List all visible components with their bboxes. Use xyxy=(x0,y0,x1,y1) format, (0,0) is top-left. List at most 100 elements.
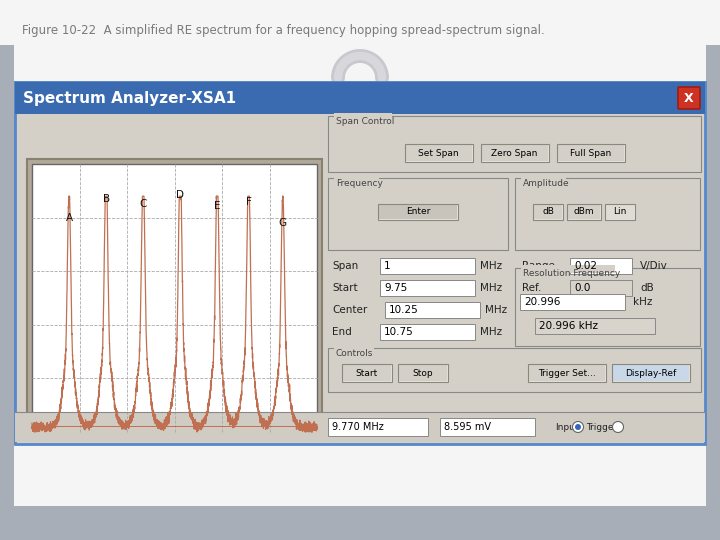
Text: E: E xyxy=(214,201,220,212)
Bar xyxy=(533,204,563,220)
Bar xyxy=(32,164,317,432)
Bar xyxy=(612,364,690,382)
Bar xyxy=(480,144,549,162)
Bar xyxy=(328,348,701,392)
Bar xyxy=(15,82,705,114)
Text: Trigger Set...: Trigger Set... xyxy=(538,368,596,377)
Bar xyxy=(343,365,391,381)
Text: Full Span: Full Span xyxy=(570,148,611,158)
Text: MHz: MHz xyxy=(485,305,507,315)
Bar xyxy=(528,364,606,382)
Bar xyxy=(342,364,392,382)
Bar xyxy=(15,412,705,442)
Bar xyxy=(706,0,720,540)
Bar xyxy=(385,302,480,318)
Text: 1: 1 xyxy=(384,261,391,271)
Bar xyxy=(480,144,549,162)
FancyBboxPatch shape xyxy=(678,87,700,109)
Bar xyxy=(27,159,322,437)
Text: 0.0: 0.0 xyxy=(574,283,590,293)
Bar xyxy=(328,116,701,172)
Bar xyxy=(334,345,374,353)
Text: MHz: MHz xyxy=(480,283,502,293)
Text: 20.996: 20.996 xyxy=(524,297,560,307)
Bar xyxy=(0,506,720,540)
Text: A: A xyxy=(66,213,73,223)
Bar xyxy=(557,144,624,162)
Bar xyxy=(405,145,472,161)
Text: Start: Start xyxy=(332,283,358,293)
Text: Controls: Controls xyxy=(336,349,374,358)
Text: Span: Span xyxy=(332,261,359,271)
Bar xyxy=(380,258,475,274)
Bar xyxy=(334,113,392,121)
FancyBboxPatch shape xyxy=(14,81,706,445)
Bar xyxy=(529,365,605,381)
Text: Figure 10-22  A simplified RE spectrum for a frequency hopping spread-spectrum s: Figure 10-22 A simplified RE spectrum fo… xyxy=(22,24,545,37)
Bar xyxy=(0,0,720,45)
Bar xyxy=(605,204,635,220)
Text: F: F xyxy=(246,197,251,207)
Bar xyxy=(0,0,14,540)
Bar xyxy=(567,204,601,220)
Bar xyxy=(328,178,508,250)
Bar xyxy=(440,418,535,436)
Text: Ref.: Ref. xyxy=(522,283,541,293)
Text: D: D xyxy=(176,190,184,200)
Bar xyxy=(328,418,428,436)
Text: C: C xyxy=(140,199,147,209)
Bar xyxy=(378,204,458,220)
Bar xyxy=(521,265,615,273)
Text: Display-Ref: Display-Ref xyxy=(626,368,677,377)
Bar xyxy=(379,205,457,219)
Text: Start: Start xyxy=(356,368,378,377)
Bar xyxy=(568,205,600,219)
Text: Stop: Stop xyxy=(413,368,433,377)
Text: X: X xyxy=(684,91,694,105)
Bar xyxy=(534,205,562,219)
Text: dBm: dBm xyxy=(574,207,594,217)
Text: dB: dB xyxy=(640,283,654,293)
Text: MHz: MHz xyxy=(480,327,502,337)
Bar xyxy=(334,175,379,183)
Text: 8.595 mV: 8.595 mV xyxy=(444,422,491,432)
Text: Range: Range xyxy=(522,261,555,271)
Text: Zero Span: Zero Span xyxy=(491,148,538,158)
Bar xyxy=(535,318,655,334)
Circle shape xyxy=(575,424,581,430)
Text: G: G xyxy=(279,218,287,228)
Bar xyxy=(605,204,635,220)
Bar xyxy=(398,364,448,382)
Bar xyxy=(528,364,606,382)
Bar xyxy=(520,294,625,310)
Bar xyxy=(567,204,601,220)
Bar xyxy=(612,364,690,382)
Text: 9.770 MHz: 9.770 MHz xyxy=(332,422,384,432)
Text: End: End xyxy=(332,327,352,337)
Text: 10.25: 10.25 xyxy=(389,305,419,315)
Text: Lin: Lin xyxy=(613,207,626,217)
Text: Center: Center xyxy=(332,305,367,315)
Circle shape xyxy=(572,422,583,433)
Text: V/Div: V/Div xyxy=(640,261,667,271)
Bar xyxy=(342,364,392,382)
Text: Set Span: Set Span xyxy=(418,148,459,158)
Text: 20.996 kHz: 20.996 kHz xyxy=(539,321,598,331)
Text: Spectrum Analyzer-XSA1: Spectrum Analyzer-XSA1 xyxy=(23,91,236,105)
Bar xyxy=(515,178,700,250)
Bar xyxy=(606,205,634,219)
Text: dB: dB xyxy=(542,207,554,217)
Bar xyxy=(533,204,563,220)
Bar xyxy=(399,365,447,381)
Bar xyxy=(380,280,475,296)
Text: Resolution Frequency: Resolution Frequency xyxy=(523,269,620,278)
Text: 0.02: 0.02 xyxy=(574,261,597,271)
Bar xyxy=(405,144,472,162)
Bar xyxy=(557,144,624,162)
Text: kHz: kHz xyxy=(633,297,652,307)
Bar xyxy=(405,144,472,162)
Circle shape xyxy=(613,422,624,433)
Bar xyxy=(570,258,632,274)
Text: Span Control: Span Control xyxy=(336,117,395,126)
Bar xyxy=(380,324,475,340)
